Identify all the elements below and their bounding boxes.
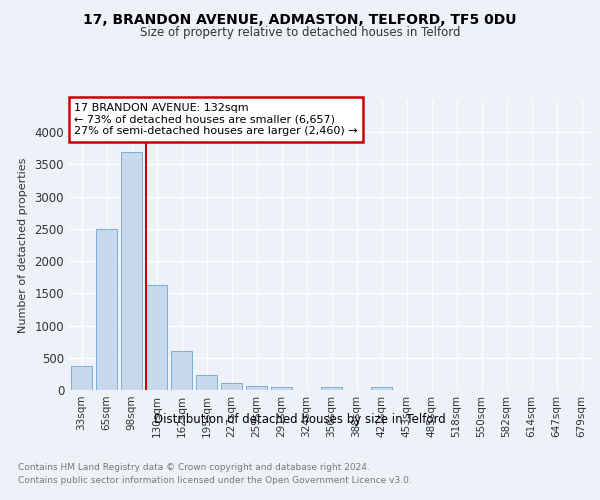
Bar [146,286,167,390]
Bar [371,387,392,390]
Text: 17 BRANDON AVENUE: 132sqm
← 73% of detached houses are smaller (6,657)
27% of se: 17 BRANDON AVENUE: 132sqm ← 73% of detac… [74,103,358,136]
Text: Distribution of detached houses by size in Telford: Distribution of detached houses by size … [154,412,446,426]
Bar [121,152,142,390]
Bar [196,375,217,390]
Bar [246,386,267,390]
Text: Contains public sector information licensed under the Open Government Licence v3: Contains public sector information licen… [18,476,412,485]
Bar [321,388,342,390]
Bar [171,352,192,390]
Bar [96,229,117,390]
Bar [271,388,292,390]
Y-axis label: Number of detached properties: Number of detached properties [17,158,28,332]
Bar [221,383,242,390]
Bar [71,366,92,390]
Text: Contains HM Land Registry data © Crown copyright and database right 2024.: Contains HM Land Registry data © Crown c… [18,462,370,471]
Text: 17, BRANDON AVENUE, ADMASTON, TELFORD, TF5 0DU: 17, BRANDON AVENUE, ADMASTON, TELFORD, T… [83,12,517,26]
Text: Size of property relative to detached houses in Telford: Size of property relative to detached ho… [140,26,460,39]
